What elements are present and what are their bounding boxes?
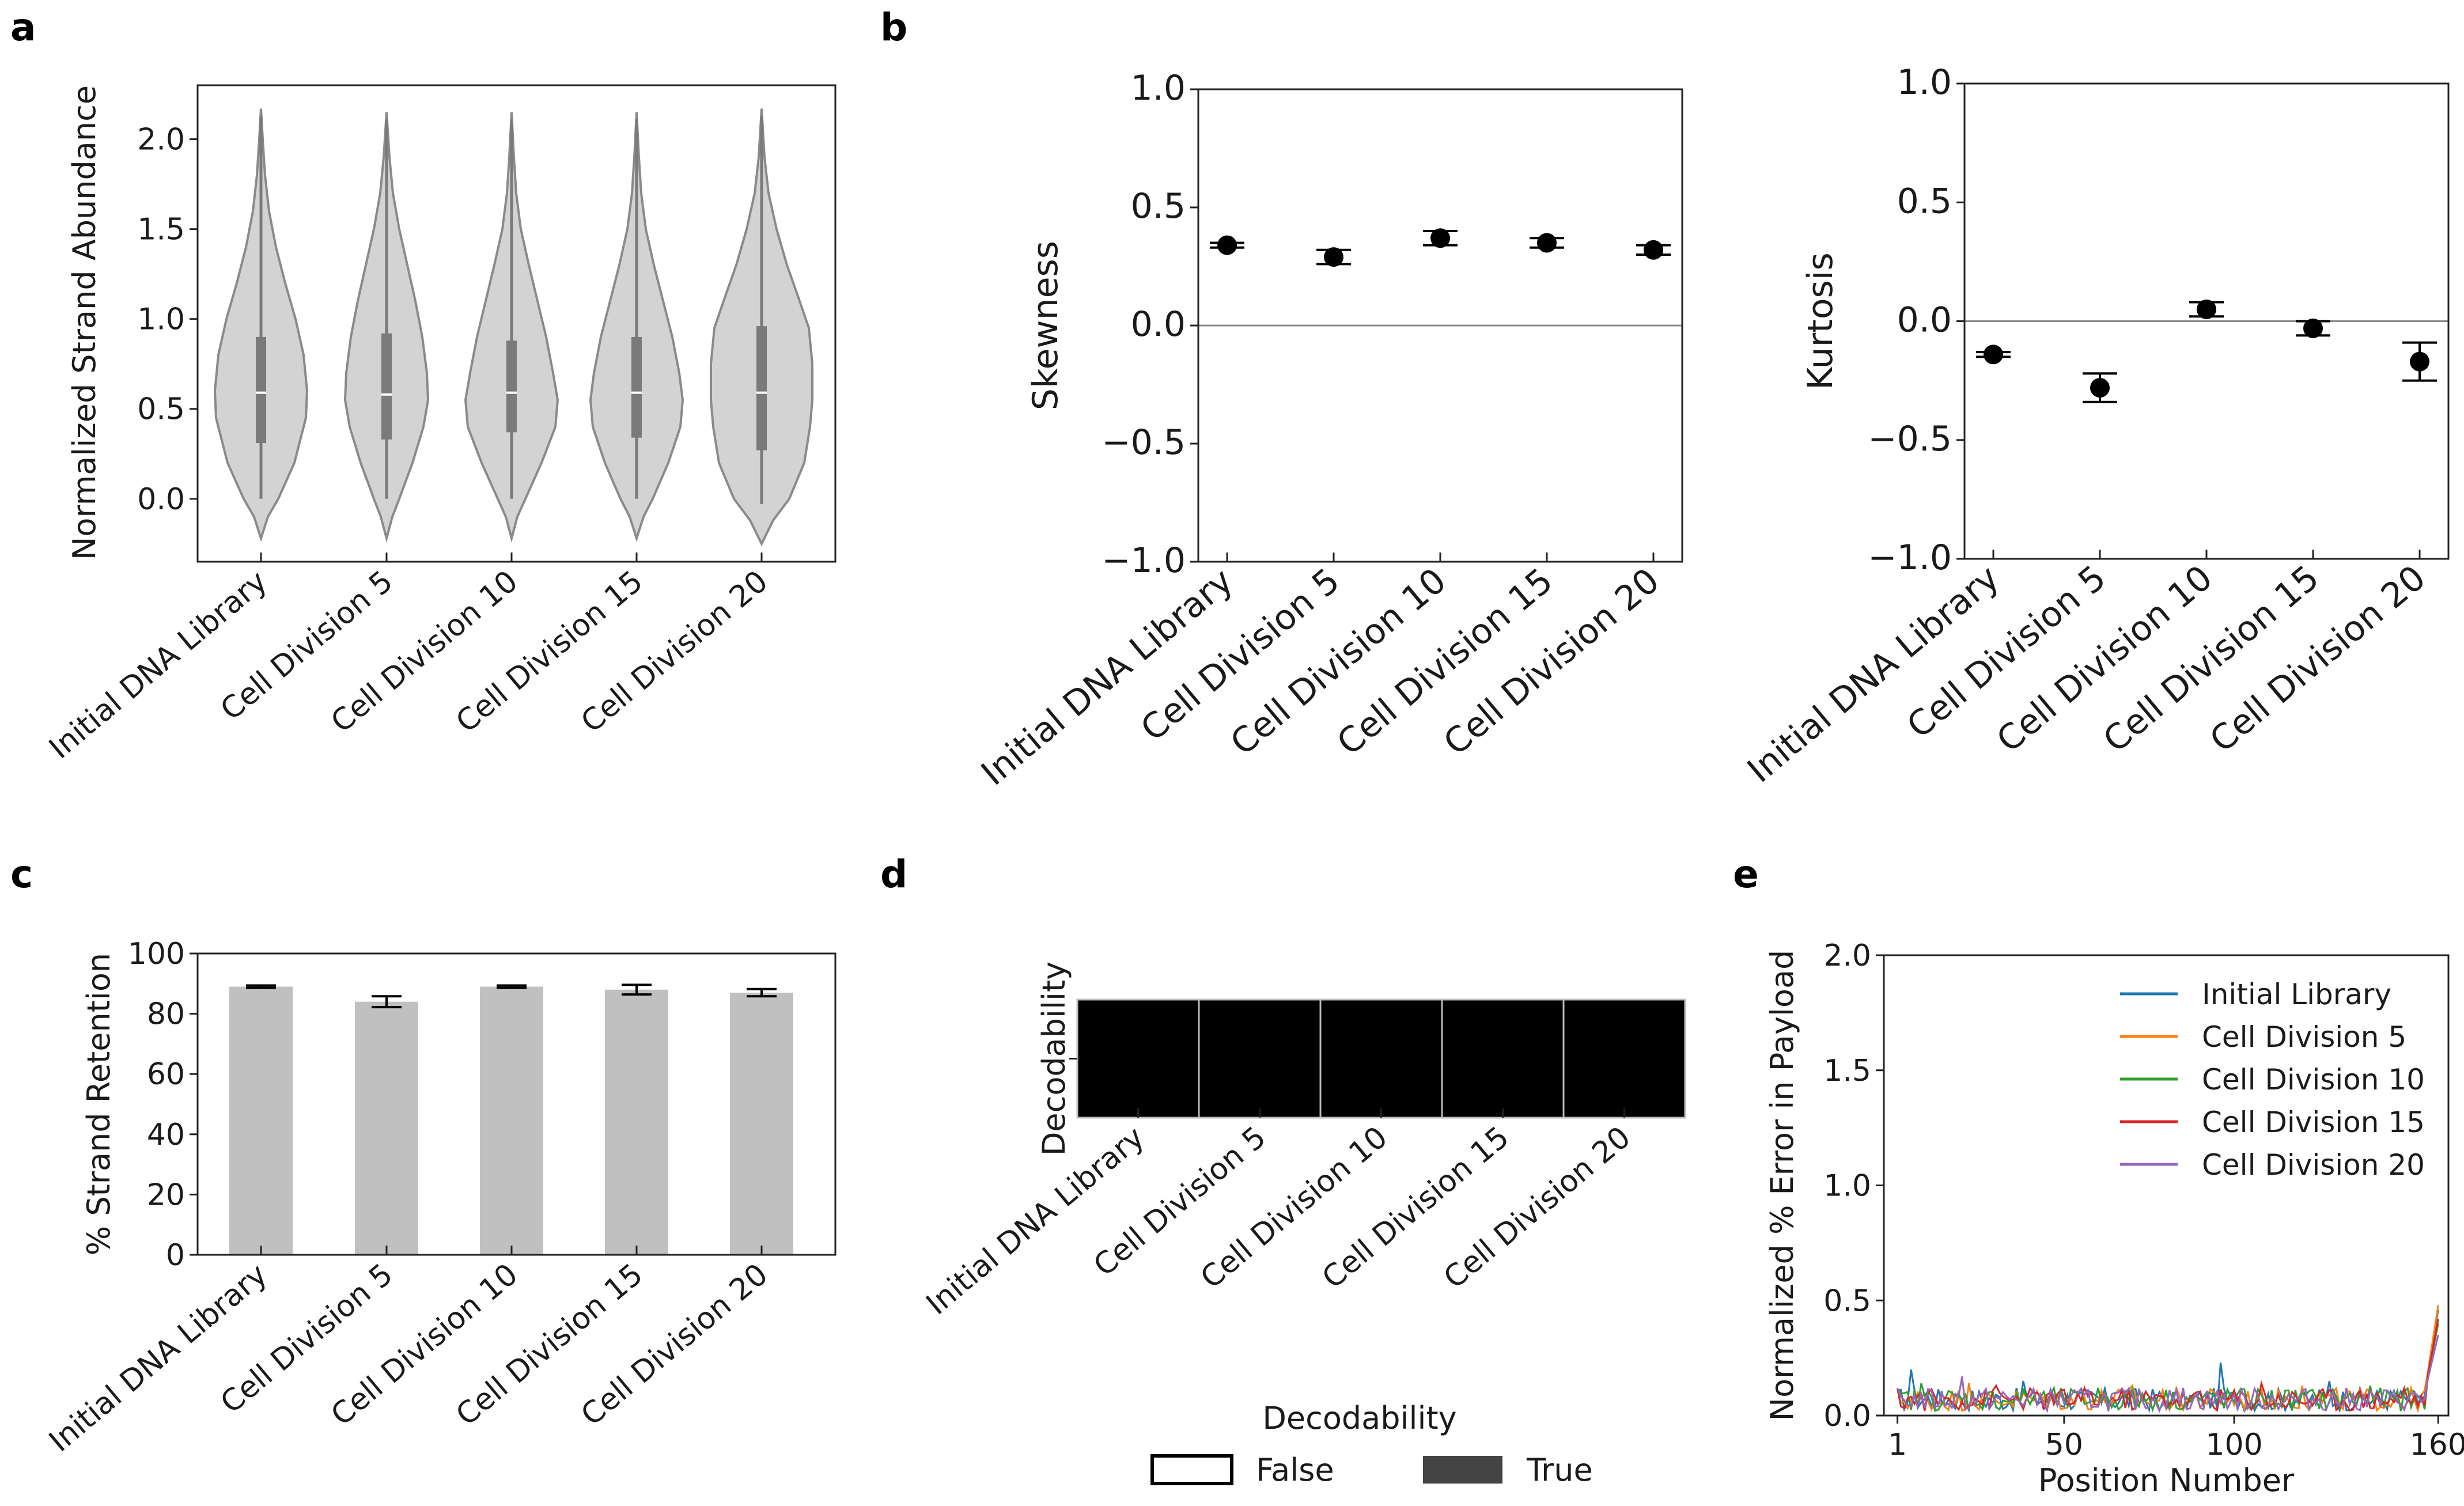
a-ylabel: Normalized Strand Abundance bbox=[66, 85, 103, 560]
violin-iqr-box bbox=[506, 340, 517, 433]
a-ytick-label: 0.0 bbox=[137, 482, 185, 517]
panel-letter-c: c bbox=[10, 852, 33, 896]
b-kurt-ytick-label: −0.5 bbox=[1868, 419, 1952, 459]
e-ylabel: Normalized % Error in Payload bbox=[1764, 950, 1800, 1421]
legend-label: Cell Division 20 bbox=[2202, 1148, 2425, 1182]
error-line-chart: 0.0 0.5 1.0 1.5 2.0 1 50 100 160 Position Number N… bbox=[1764, 939, 2464, 1499]
heatmap-cell bbox=[1441, 998, 1565, 1119]
c-ytick-label: 60 bbox=[147, 1057, 185, 1092]
e-ytick-label: 1.0 bbox=[1823, 1169, 1871, 1204]
e-ytick-label: 2.0 bbox=[1823, 939, 1871, 973]
a-ytick-label: 1.5 bbox=[137, 213, 185, 247]
a-xtick-label: Initial DNA Library bbox=[43, 564, 274, 766]
series-line bbox=[1897, 1334, 2439, 1413]
b-kurt-ytick-label: 0.5 bbox=[1897, 181, 1952, 221]
e-ytick-label: 0.0 bbox=[1823, 1399, 1871, 1433]
legend-label: Cell Division 10 bbox=[2202, 1063, 2425, 1096]
e-ytick-label: 0.5 bbox=[1823, 1284, 1871, 1318]
bar bbox=[229, 986, 293, 1255]
data-point bbox=[1537, 233, 1557, 253]
c-ytick-label: 0 bbox=[166, 1238, 185, 1273]
legend-title: Decodability bbox=[1262, 1400, 1456, 1436]
b-skew-ylabel: Skewness bbox=[1025, 241, 1066, 410]
violin-iqr-box bbox=[381, 333, 392, 440]
c-ytick-label: 40 bbox=[147, 1118, 185, 1152]
heatmap-cell bbox=[1319, 998, 1443, 1119]
data-point bbox=[2090, 378, 2110, 398]
data-point bbox=[1217, 235, 1237, 255]
violin-iqr-box bbox=[256, 336, 266, 444]
data-point bbox=[1430, 228, 1450, 248]
b-kurt-ytick-label: −1.0 bbox=[1868, 538, 1952, 578]
data-point bbox=[1644, 240, 1663, 260]
d-ylabel: Decodability bbox=[1036, 962, 1072, 1156]
c-ytick-label: 100 bbox=[128, 937, 185, 971]
c-ytick-label: 20 bbox=[147, 1178, 185, 1212]
plot-frame bbox=[196, 84, 837, 563]
c-xtick-label: Initial DNA Library bbox=[43, 1257, 274, 1459]
bar bbox=[730, 992, 793, 1255]
plot-frame bbox=[196, 952, 837, 1256]
heatmap-cell bbox=[1198, 998, 1322, 1119]
legend-label: Cell Division 15 bbox=[2202, 1106, 2425, 1139]
bar bbox=[605, 989, 668, 1255]
panel-letter-e: e bbox=[1733, 852, 1759, 896]
b-kurt-ytick-label: 1.0 bbox=[1897, 62, 1952, 103]
violin-iqr-box bbox=[756, 326, 767, 451]
e-xlabel: Position Number bbox=[2038, 1462, 2295, 1499]
panel-letter-d: d bbox=[880, 852, 907, 896]
b-skew-ytick-label: 0.5 bbox=[1131, 186, 1186, 226]
b-kurt-ylabel: Kurtosis bbox=[1800, 252, 1841, 389]
bar bbox=[355, 1001, 418, 1255]
b-skew-ytick-label: 1.0 bbox=[1131, 68, 1186, 108]
heatmap-cell bbox=[1076, 998, 1200, 1119]
e-xtick-label: 160 bbox=[2410, 1428, 2464, 1462]
e-xtick-label: 100 bbox=[2205, 1428, 2262, 1462]
legend-swatch-true bbox=[1423, 1456, 1502, 1484]
bar bbox=[480, 986, 543, 1255]
data-point bbox=[2197, 299, 2216, 319]
b-skew-ytick-label: −1.0 bbox=[1102, 540, 1186, 581]
heatmap-cell bbox=[1562, 998, 1686, 1119]
b-skew-ytick-label: 0.0 bbox=[1131, 304, 1186, 345]
data-point bbox=[1324, 247, 1343, 267]
c-ytick-label: 80 bbox=[147, 997, 185, 1032]
a-ytick-label: 0.5 bbox=[137, 392, 185, 427]
violin-chart: 0.0 0.5 1.0 1.5 2.0 Normalized Strand Abundan… bbox=[43, 84, 837, 766]
a-ytick-label: 1.0 bbox=[137, 302, 185, 337]
e-xtick-label: 1 bbox=[1888, 1428, 1907, 1462]
data-point bbox=[2303, 318, 2323, 338]
c-ylabel: % Strand Retention bbox=[81, 953, 117, 1255]
e-xtick-label: 50 bbox=[2045, 1428, 2083, 1462]
a-ytick-label: 2.0 bbox=[137, 123, 185, 157]
series-line bbox=[1897, 1304, 2439, 1414]
panel-letter-a: a bbox=[10, 5, 36, 50]
legend-swatch-false bbox=[1150, 1454, 1233, 1485]
legend-label-false: False bbox=[1256, 1452, 1334, 1488]
data-point bbox=[2410, 351, 2429, 372]
panel-letter-b: b bbox=[880, 5, 907, 50]
b-skew-ytick-label: −0.5 bbox=[1102, 422, 1186, 463]
legend-label: Cell Division 5 bbox=[2202, 1020, 2406, 1054]
data-point bbox=[1984, 345, 2003, 365]
legend-label: Initial Library bbox=[2202, 978, 2391, 1011]
e-ytick-label: 1.5 bbox=[1823, 1054, 1871, 1088]
legend-label-true: True bbox=[1526, 1452, 1593, 1488]
b-kurt-ytick-label: 0.0 bbox=[1897, 300, 1952, 340]
violin-iqr-box bbox=[631, 336, 642, 438]
